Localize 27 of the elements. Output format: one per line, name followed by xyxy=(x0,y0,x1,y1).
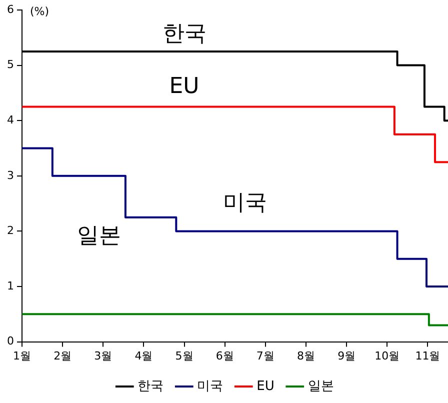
x-tick-label: 9월 xyxy=(338,349,356,362)
y-tick-label: 0 xyxy=(7,334,14,348)
y-axis-title: (%) xyxy=(30,4,50,18)
y-tick-label: 6 xyxy=(7,2,14,16)
y-tick-label: 1 xyxy=(7,279,14,292)
y-tick-label: 5 xyxy=(7,58,14,72)
legend-label: 미국 xyxy=(197,378,224,394)
legend-label: 일본 xyxy=(308,378,334,394)
x-tick-label: 1월 xyxy=(13,349,31,362)
text: 한국 xyxy=(162,22,206,47)
x-tick-label: 2월 xyxy=(54,349,72,362)
x-tick-label: 4월 xyxy=(134,349,153,362)
text: 일본 xyxy=(77,223,122,248)
legend-label: 한국 xyxy=(138,378,164,394)
x-tick-label: 8월 xyxy=(297,349,315,362)
x-tick-label: 7월 xyxy=(256,349,274,362)
x-tick-label: 10월 xyxy=(374,349,400,362)
text: 미국 xyxy=(223,190,268,216)
y-tick-label: 4 xyxy=(7,113,14,126)
x-tick-label: 3월 xyxy=(94,349,112,362)
y-tick-label: 3 xyxy=(7,168,14,182)
y-tick-label: 2 xyxy=(7,224,14,238)
legend-label: EU xyxy=(256,378,274,394)
x-tick-label: 11월 xyxy=(415,349,440,362)
x-tick-label: 6월 xyxy=(216,349,234,362)
x-tick-label: 5월 xyxy=(175,349,194,362)
text: EU xyxy=(169,74,200,100)
